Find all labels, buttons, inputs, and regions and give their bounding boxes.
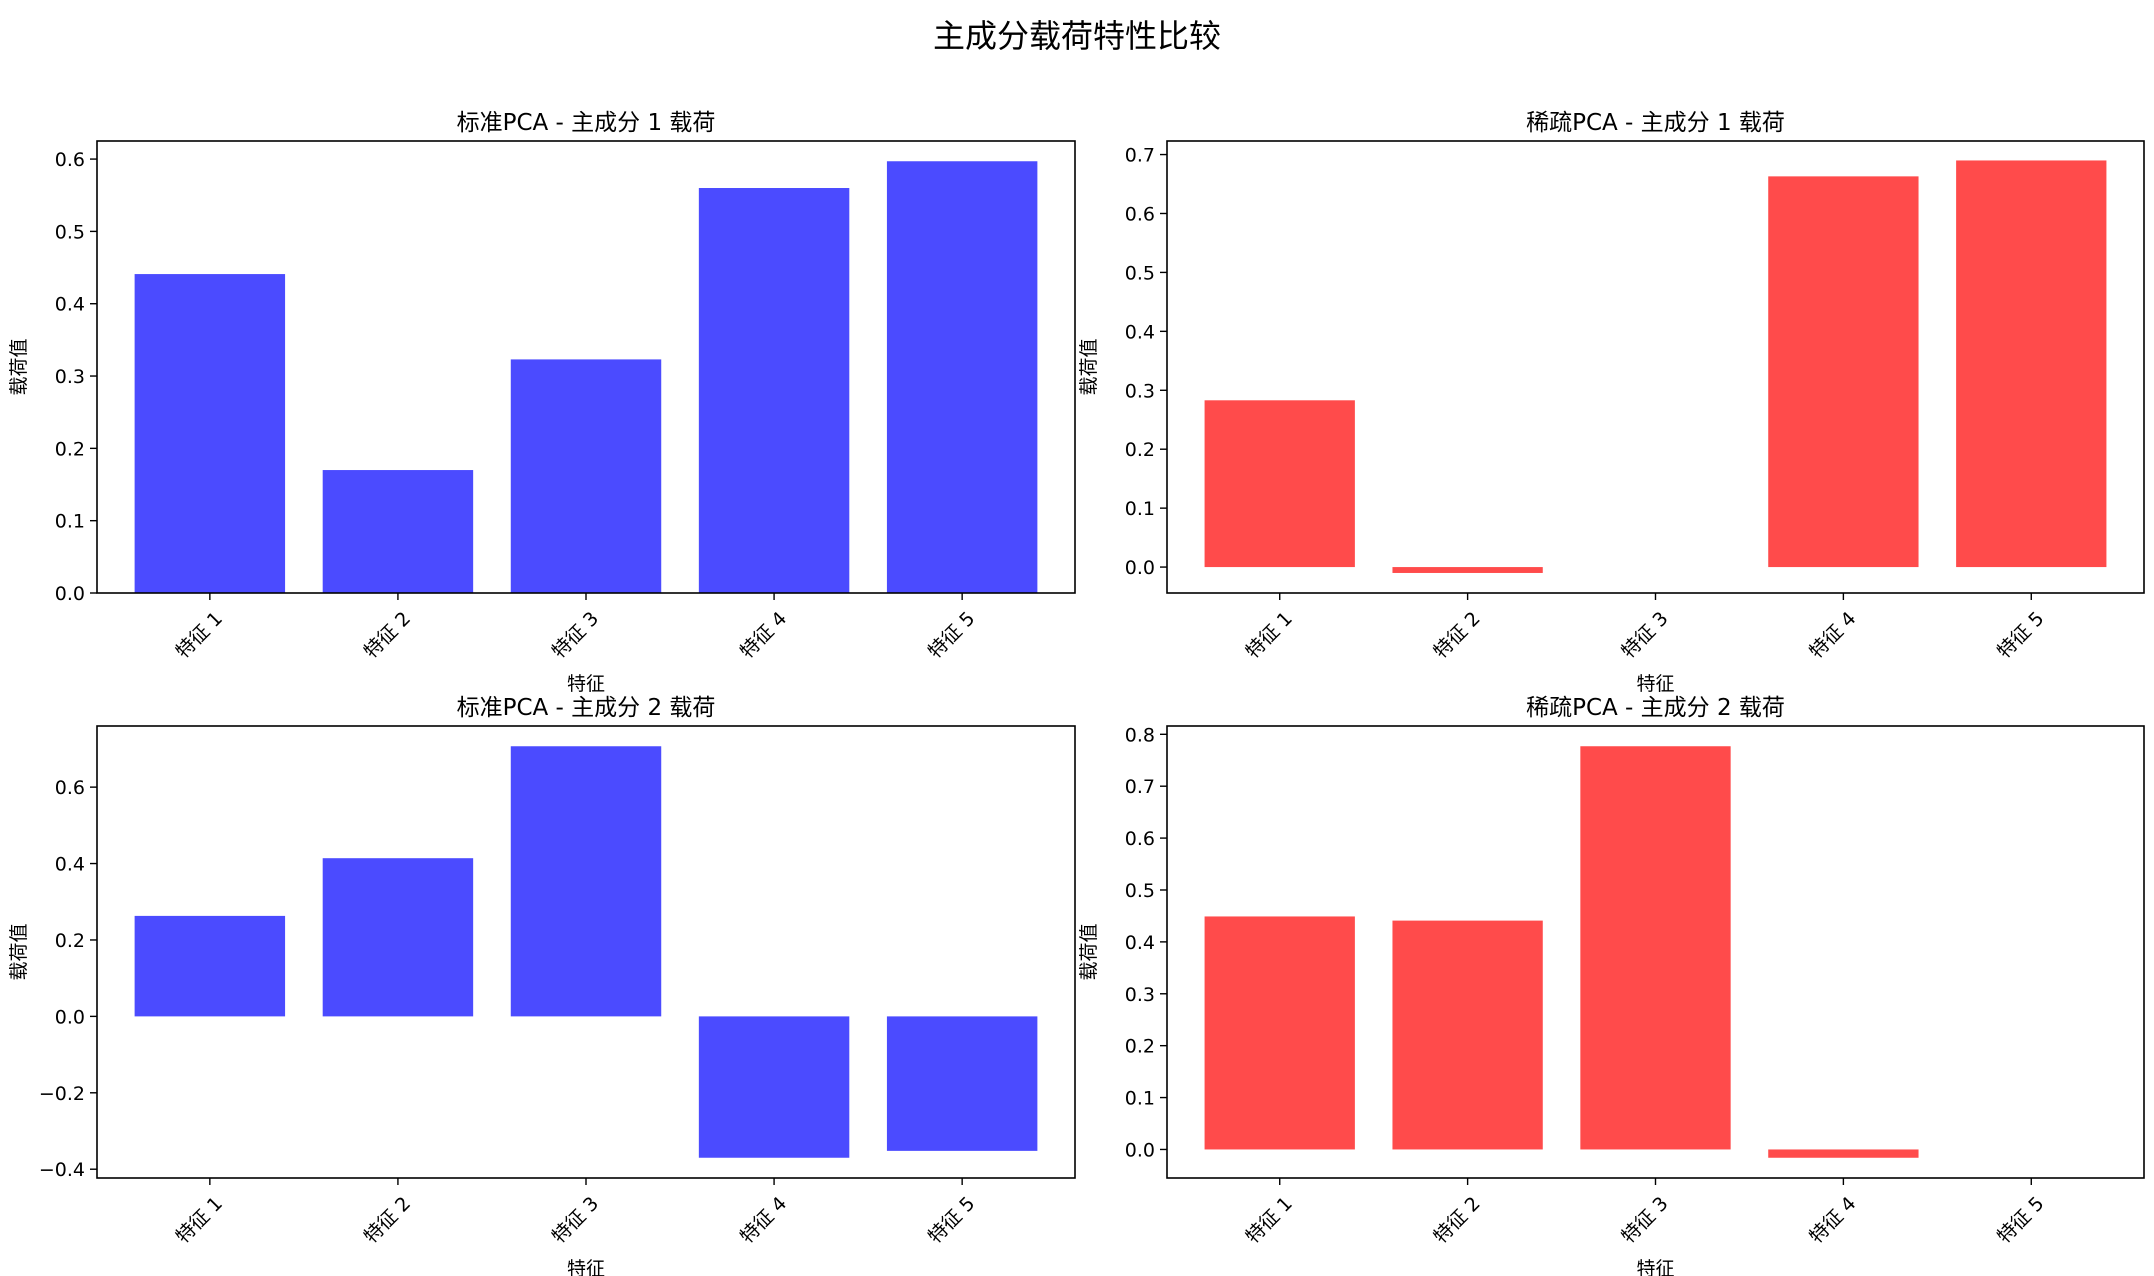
y-tick-label: 0.4: [55, 294, 85, 316]
y-axis-label: 载荷值: [1078, 923, 1100, 980]
y-tick-label: 0.0: [1125, 557, 1155, 579]
subplot-title: 标准PCA - 主成分 1 载荷: [457, 110, 716, 136]
y-tick-label: 0.8: [1125, 724, 1155, 746]
x-axis-label: 特征: [1636, 1258, 1674, 1276]
bar-5: [886, 161, 1038, 593]
y-tick-label: 0.2: [55, 438, 85, 460]
x-axis-label: 特征: [567, 1258, 605, 1276]
bar-2: [322, 858, 474, 1017]
x-axis-label: 特征: [567, 673, 605, 695]
y-axis-label: 载荷值: [1078, 338, 1100, 395]
y-tick-label: 0.3: [55, 366, 85, 388]
y-tick-label: 0.1: [55, 511, 85, 533]
subplot-standard-pc1: 0.00.10.20.30.40.50.6特征 1 特征 2 特征 3 特征 4 特征 …: [8, 110, 1076, 695]
subplot-title: 稀疏PCA - 主成分 2 载荷: [1526, 695, 1785, 721]
bar-5: [1956, 160, 2107, 568]
bar-3: [510, 746, 662, 1017]
y-tick-label: 0.6: [55, 149, 85, 171]
bar-3: [510, 359, 662, 593]
y-tick-label: 0.6: [55, 777, 85, 799]
y-tick-label: 0.3: [1125, 380, 1155, 402]
bar-2: [322, 470, 474, 593]
y-tick-label: 0.7: [1125, 776, 1155, 798]
bar-1: [134, 274, 286, 593]
y-tick-label: 0.6: [1125, 203, 1155, 225]
y-tick-label: 0.2: [1125, 439, 1155, 461]
bar-4: [1768, 176, 1919, 568]
y-axis-label: 载荷值: [8, 923, 30, 980]
bar-5: [886, 1016, 1038, 1151]
subplot-title: 稀疏PCA - 主成分 1 载荷: [1526, 110, 1785, 136]
y-tick-label: 0.2: [55, 930, 85, 952]
y-tick-label: 0.4: [1125, 932, 1155, 954]
bar-4: [698, 1016, 850, 1158]
bar-4: [1768, 1149, 1919, 1158]
y-tick-label: 0.4: [1125, 321, 1155, 343]
y-tick-label: 0.5: [55, 221, 85, 243]
bar-2: [1392, 920, 1543, 1150]
y-axis-label: 载荷值: [8, 338, 30, 395]
y-tick-label: 0.5: [1125, 880, 1155, 902]
bar-1: [1204, 916, 1355, 1150]
y-tick-label: 0.0: [55, 583, 85, 605]
y-tick-label: 0.7: [1125, 145, 1155, 167]
y-tick-label: 0.1: [1125, 498, 1155, 520]
y-tick-label: −0.4: [39, 1159, 85, 1181]
subplot-standard-pc2: −0.4−0.20.00.20.40.6特征 1 特征 2 特征 3 特征 4 特征 5…: [8, 695, 1076, 1276]
y-tick-label: 0.5: [1125, 262, 1155, 284]
y-tick-label: 0.1: [1125, 1088, 1155, 1110]
y-tick-label: 0.2: [1125, 1036, 1155, 1058]
y-tick-label: 0.3: [1125, 984, 1155, 1006]
bar-2: [1392, 567, 1543, 573]
y-tick-label: 0.0: [55, 1006, 85, 1028]
y-tick-label: 0.4: [55, 854, 85, 876]
figure-title: 主成分载荷特性比较: [933, 17, 1221, 55]
y-tick-label: 0.6: [1125, 828, 1155, 850]
bar-4: [698, 188, 850, 593]
subplot-title: 标准PCA - 主成分 2 载荷: [457, 695, 716, 721]
y-tick-label: 0.0: [1125, 1139, 1155, 1161]
bar-1: [1204, 400, 1355, 568]
bar-3: [1580, 746, 1731, 1150]
x-axis-label: 特征: [1636, 673, 1674, 695]
y-tick-label: −0.2: [39, 1083, 85, 1105]
bar-1: [134, 915, 286, 1017]
